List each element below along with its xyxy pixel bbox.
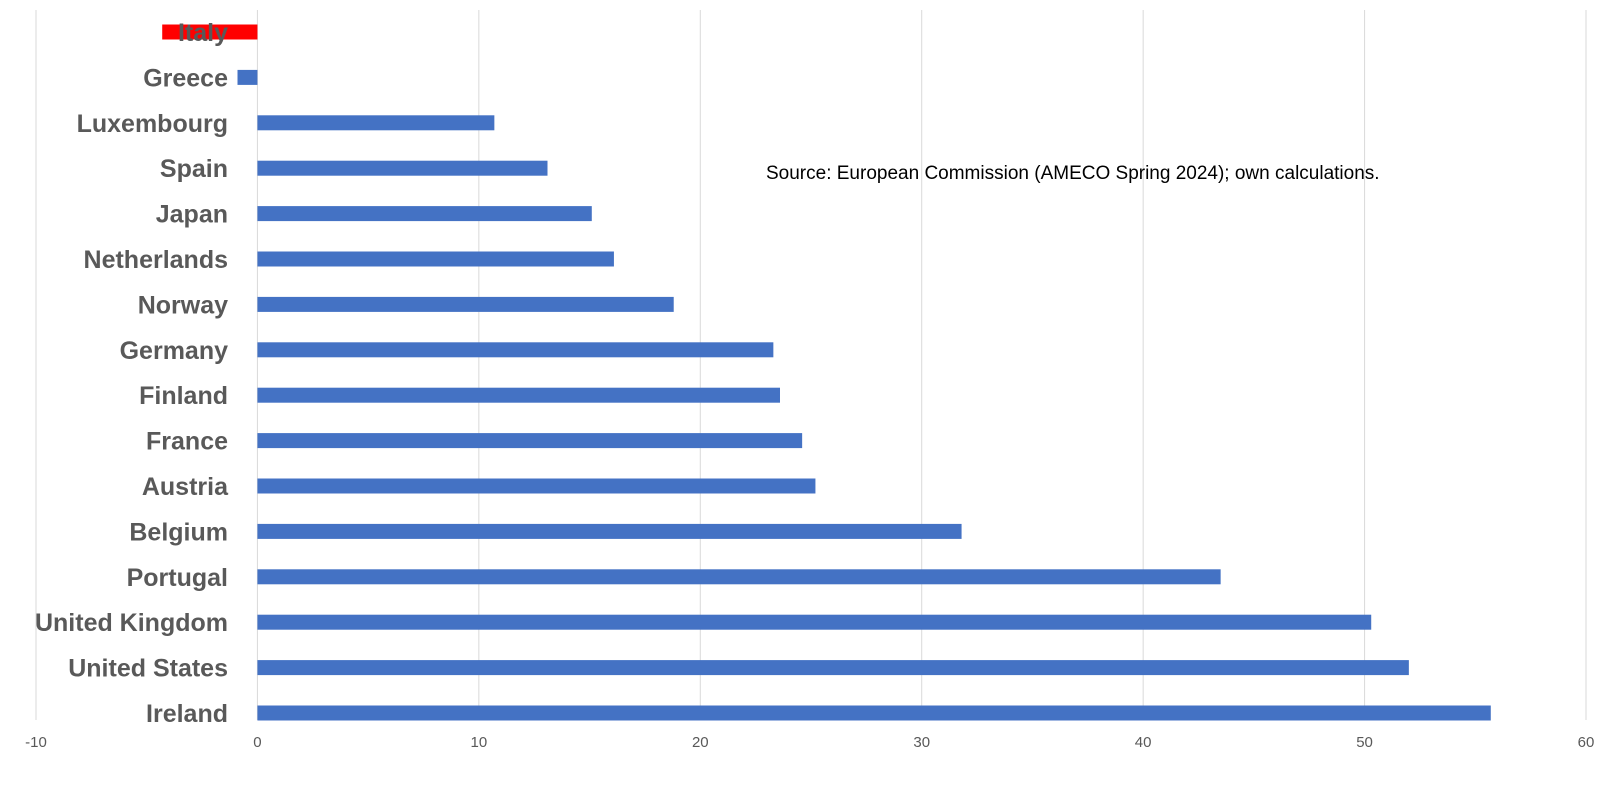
bar-luxembourg [257,115,495,131]
x-axis-ticks: -10 0 10 20 30 40 50 60 [25,734,1594,751]
bar-spain [257,160,548,176]
category-label: Portugal [127,564,228,592]
x-tick-label: 30 [913,734,930,751]
category-label: Luxembourg [77,110,228,138]
category-label: Norway [138,291,228,319]
bar-portugal [257,569,1221,585]
bar-germany [257,342,774,358]
x-tick-label: 20 [692,734,709,751]
x-tick-label: 40 [1135,734,1152,751]
category-label: United States [68,655,228,683]
category-label: Spain [160,155,228,183]
category-label: Ireland [146,700,228,728]
bar-greece [237,69,258,85]
category-label: Netherlands [84,246,228,274]
bar-ireland [257,705,1491,721]
category-label: Germany [120,337,228,365]
bar-united-states [257,660,1409,676]
bars [162,24,1491,721]
bar-netherlands [257,251,614,267]
x-tick-label: 0 [253,734,261,751]
bar-finland [257,387,780,403]
x-tick-label: 10 [471,734,488,751]
bar-united-kingdom [257,614,1372,630]
bar-france [257,433,803,449]
bar-austria [257,478,816,494]
bar-japan [257,206,592,222]
bar-italy [162,24,258,40]
category-label: Italy [178,19,228,47]
category-label: France [146,428,228,456]
x-tick-label: 60 [1578,734,1595,751]
x-tick-label: -10 [25,734,47,751]
bar-belgium [257,523,962,539]
category-label: Finland [139,382,228,410]
category-label: Greece [143,64,228,92]
bar-norway [257,296,674,312]
x-tick-label: 50 [1356,734,1373,751]
category-label: United Kingdom [35,609,228,637]
category-label: Belgium [129,518,228,546]
category-label: Japan [156,201,228,229]
source-annotation: Source: European Commission (AMECO Sprin… [766,163,1380,184]
category-label: Austria [142,473,229,501]
category-labels: Italy Greece Luxembourg Spain Japan Netherlan… [35,19,229,728]
